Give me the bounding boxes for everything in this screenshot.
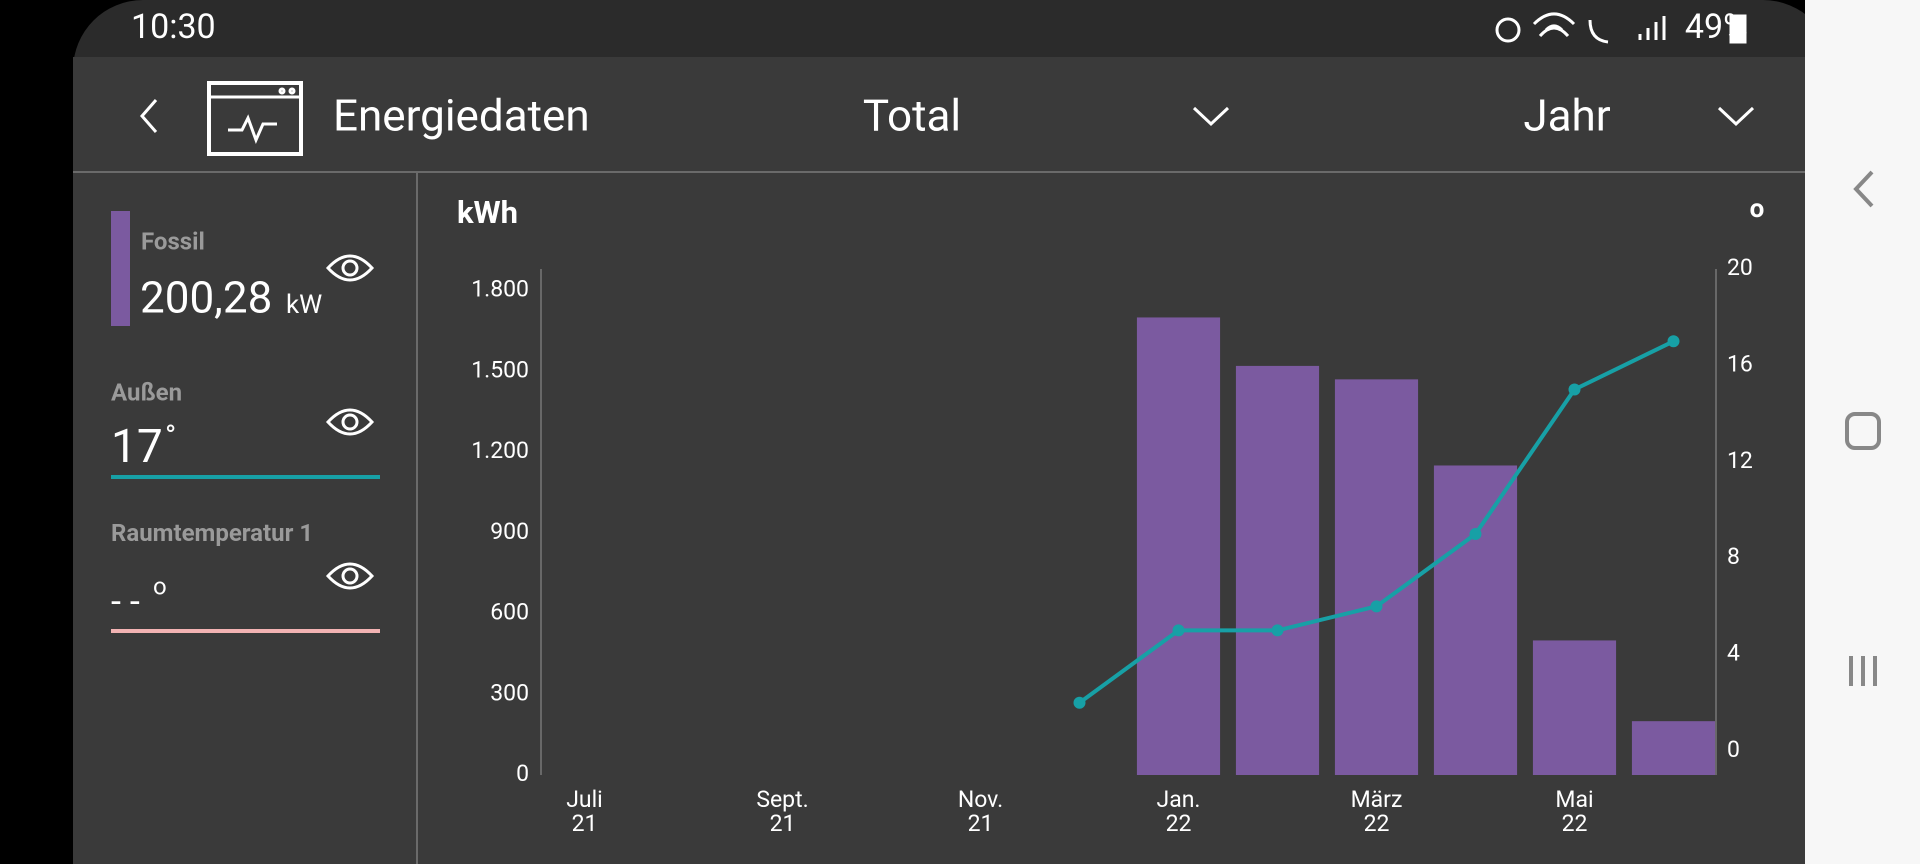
y-axis-label: kWh	[457, 194, 518, 231]
bar	[1334, 379, 1419, 775]
bar	[1433, 465, 1518, 775]
y-tick-label: 0	[516, 760, 529, 787]
y2-tick-label: 4	[1727, 640, 1740, 667]
y2-tick-label: 0	[1727, 736, 1740, 763]
x-tick-label: Juli 21	[566, 786, 603, 837]
time: 10:30	[131, 7, 216, 47]
x-tick-label: März 22	[1350, 786, 1403, 837]
y-tick-label: 300	[490, 679, 529, 706]
room-label: Raumtemperatur 1	[111, 519, 314, 547]
fossil-unit: kW	[286, 290, 322, 320]
nav-icons[interactable]	[1845, 170, 1881, 686]
outside-unit: °	[165, 419, 176, 454]
bar	[1532, 640, 1617, 775]
room-value: - -	[111, 581, 140, 623]
y2-tick-label: 12	[1727, 447, 1753, 474]
line-point	[1073, 696, 1086, 709]
line-point	[1469, 528, 1482, 541]
eye-icons[interactable]	[325, 254, 375, 590]
page-title: Energiedaten	[333, 90, 590, 142]
outside-label: Außen	[111, 378, 182, 406]
line-point	[1667, 335, 1680, 348]
line-point	[1568, 383, 1581, 396]
line-point	[1172, 624, 1185, 637]
filter-chevron[interactable]	[1192, 106, 1230, 127]
x-tick-label: Mai 22	[1555, 786, 1594, 837]
y2-tick-label: 20	[1727, 254, 1753, 281]
y2-tick-label: 8	[1727, 543, 1740, 570]
y-tick-label: 900	[490, 518, 529, 545]
outside-value: 17	[111, 420, 163, 474]
back-button[interactable]	[140, 99, 158, 133]
y2-tick-label: 16	[1727, 350, 1753, 377]
y-tick-label: 600	[490, 599, 529, 626]
status-icons	[1495, 12, 1747, 44]
fossil-value: 200,28	[140, 272, 272, 324]
fossil-swatch	[111, 211, 130, 326]
bar	[1235, 365, 1320, 775]
nav-bar	[1805, 0, 1920, 864]
x-tick-label: Sept. 21	[756, 786, 809, 837]
bar	[1631, 721, 1716, 775]
fossil-label: Fossil	[141, 227, 205, 255]
y2-axis-label: o	[1750, 194, 1765, 224]
y-tick-label: 1.200	[471, 437, 529, 464]
y-tick-label: 1.800	[471, 276, 529, 303]
room-unit: o	[153, 572, 167, 600]
period-dropdown[interactable]: Jahr	[1523, 90, 1610, 142]
x-tick-label: Nov. 21	[957, 786, 1004, 837]
header-bg	[73, 57, 1805, 171]
filter-dropdown[interactable]: Total	[863, 90, 961, 142]
bar	[1136, 317, 1221, 775]
line-point	[1370, 600, 1383, 613]
x-tick-label: Jan. 22	[1156, 786, 1201, 837]
energy-icon	[207, 81, 303, 156]
y-tick-label: 1.500	[471, 356, 529, 383]
period-chevron[interactable]	[1717, 106, 1755, 127]
line-point	[1271, 624, 1284, 637]
